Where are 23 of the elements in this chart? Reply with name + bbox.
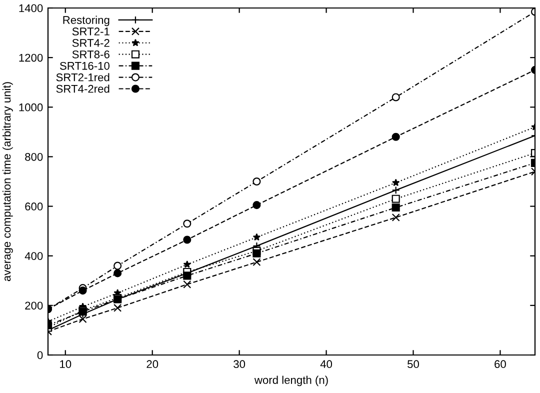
y-tick-label: 800 (25, 152, 43, 161)
y-tick-label: 0 (37, 351, 43, 360)
legend-label: SRT2-1red (56, 73, 110, 82)
x-tick-label: 50 (408, 360, 419, 368)
y-tick-label: 1400 (19, 4, 43, 12)
legend-label: SRT16-10 (60, 62, 110, 70)
legend-label: SRT4-2red (56, 84, 110, 93)
x-tick-label: 60 (494, 360, 506, 368)
legend-label: SRT8-6 (72, 50, 110, 58)
y-axis-title: average computation time (arbitrary unit) (2, 82, 13, 282)
x-tick-label: 40 (320, 360, 332, 368)
y-tick-label: 400 (24, 252, 43, 260)
y-tick-label: 1200 (19, 54, 43, 62)
y-tick-label: 600 (25, 202, 43, 210)
legend-label: SRT2-1 (72, 28, 110, 36)
x-tick-label: 20 (146, 360, 158, 368)
legend-label: SRT4-2 (72, 39, 110, 47)
y-tick-label: 200 (25, 302, 43, 310)
x-tick-label: 30 (234, 360, 246, 368)
x-axis-title: word length (n) (254, 376, 328, 386)
x-tick-label: 10 (60, 360, 72, 368)
legend-label: Restoring (63, 16, 110, 26)
y-tick-label: 1000 (19, 103, 43, 112)
